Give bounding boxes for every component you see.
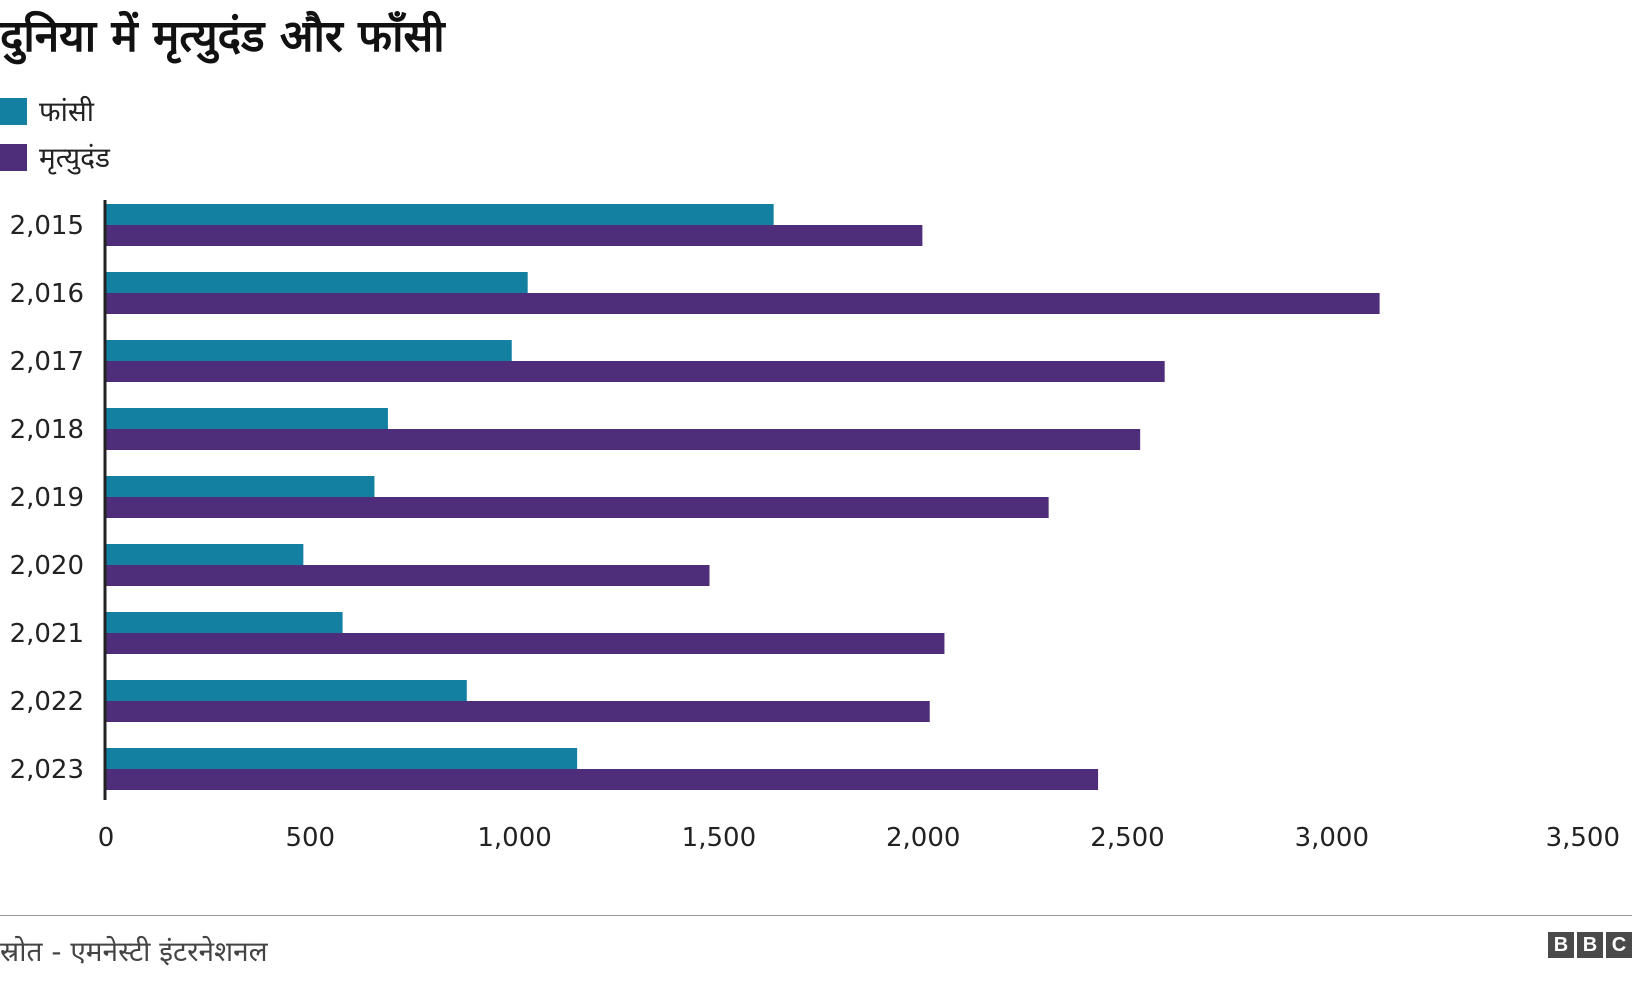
y-tick-label: 2,023 (10, 755, 84, 785)
bar-death-sentences-3 (106, 429, 1141, 450)
x-tick-label: 3,500 (1546, 823, 1620, 853)
chart-title: दुनिया में मृत्युदंड और फाँसी (0, 11, 445, 62)
y-tick-label: 2,015 (10, 211, 84, 241)
bar-hangings-7 (106, 680, 467, 701)
x-tick-label: 3,000 (1295, 823, 1369, 853)
legend-label-death-sentences: मृत्युदंड (39, 141, 110, 174)
y-tick-label: 2,017 (10, 347, 84, 377)
legend-item-death-sentences: मृत्युदंड (0, 134, 110, 180)
bar-death-sentences-4 (106, 497, 1049, 518)
bar-death-sentences-0 (106, 225, 923, 246)
bar-hangings-5 (106, 544, 304, 565)
y-tick-label: 2,020 (10, 551, 84, 581)
bar-hangings-2 (106, 340, 512, 361)
y-tick-label: 2,016 (10, 279, 84, 309)
source-note: स्रोत - एमनेस्टी इंटरनेशनल (0, 935, 268, 968)
legend: फांसी मृत्युदंड (0, 88, 110, 180)
bbc-logo-letter-c: C (1606, 932, 1632, 958)
bar-death-sentences-2 (106, 361, 1165, 382)
bbc-logo-letter-b1: B (1548, 932, 1574, 958)
x-tick-label: 1,000 (477, 823, 551, 853)
y-tick-label: 2,018 (10, 415, 84, 445)
bar-death-sentences-1 (106, 293, 1380, 314)
bar-hangings-3 (106, 408, 388, 429)
bar-hangings-1 (106, 272, 528, 293)
footer-divider (0, 915, 1632, 916)
bar-hangings-4 (106, 476, 375, 497)
bar-death-sentences-8 (106, 769, 1099, 790)
legend-swatch-hangings (0, 97, 27, 125)
bar-death-sentences-5 (106, 565, 710, 586)
bbc-logo-letter-b2: B (1577, 932, 1603, 958)
bar-death-sentences-6 (106, 633, 945, 654)
legend-label-hangings: फांसी (39, 95, 95, 128)
bar-death-sentences-7 (106, 701, 930, 722)
y-tick-label: 2,022 (10, 687, 84, 717)
y-tick-label: 2,021 (10, 619, 84, 649)
bar-hangings-8 (106, 748, 578, 769)
legend-item-hangings: फांसी (0, 88, 110, 134)
y-tick-label: 2,019 (10, 483, 84, 513)
legend-swatch-death-sentences (0, 143, 27, 171)
bar-hangings-6 (106, 612, 343, 633)
bbc-logo: B B C (1545, 932, 1632, 958)
x-tick-label: 2,500 (1090, 823, 1164, 853)
x-tick-label: 500 (285, 823, 335, 853)
bar-hangings-0 (106, 204, 774, 225)
x-tick-label: 2,000 (886, 823, 960, 853)
bar-chart: 2,015 2,016 2,017 2,018 2,019 2,020 2,021 2,022… (10, 200, 1620, 853)
x-tick-label: 1,500 (682, 823, 756, 853)
x-tick-label: 0 (98, 823, 115, 853)
